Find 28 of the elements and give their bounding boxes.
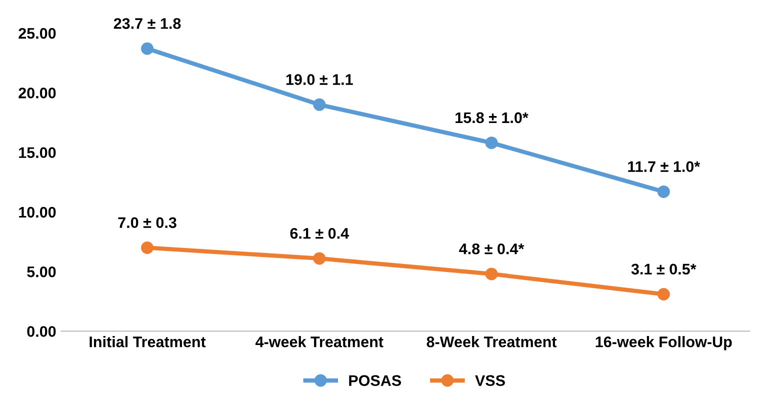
point — [313, 252, 326, 265]
point — [657, 288, 670, 300]
data-label: 7.0 ± 0.3 — [118, 217, 176, 228]
data-label: 19.0 ± 1.1 — [286, 74, 353, 85]
x-tick-label: 4-week Treatment — [256, 336, 384, 348]
x-tick-label: 8-Week Treatment — [426, 336, 557, 348]
legend-label: POSAS — [349, 375, 402, 386]
y-tick-label: 20.00 — [18, 88, 56, 98]
point — [485, 136, 498, 150]
legend-label: VSS — [475, 375, 505, 386]
x-tick-label: Initial Treatment — [90, 336, 206, 348]
y-tick-label: 10.00 — [19, 206, 56, 218]
y-tick-label: 25.00 — [18, 28, 56, 39]
y-tick-label: 0.00 — [27, 326, 56, 337]
data-label: 23.7 ± 1.8 — [114, 18, 181, 29]
data-label: 3.1 ± 0.5* — [631, 264, 696, 275]
y-tick-label: 15.00 — [19, 147, 56, 158]
x-tick-label: 16-week Follow-Up — [596, 336, 732, 350]
data-label: 15.8 ± 1.0* — [456, 112, 528, 124]
data-label: 11.7 ± 1.0* — [628, 161, 700, 172]
y-tick-label: 5.00 — [27, 266, 56, 278]
point — [141, 42, 154, 55]
point — [313, 98, 326, 111]
point — [141, 241, 154, 254]
point — [657, 185, 670, 198]
point — [485, 268, 498, 280]
data-label: 6.1 ± 0.4 — [290, 228, 349, 239]
data-label: 4.8 ± 0.4* — [459, 243, 524, 254]
